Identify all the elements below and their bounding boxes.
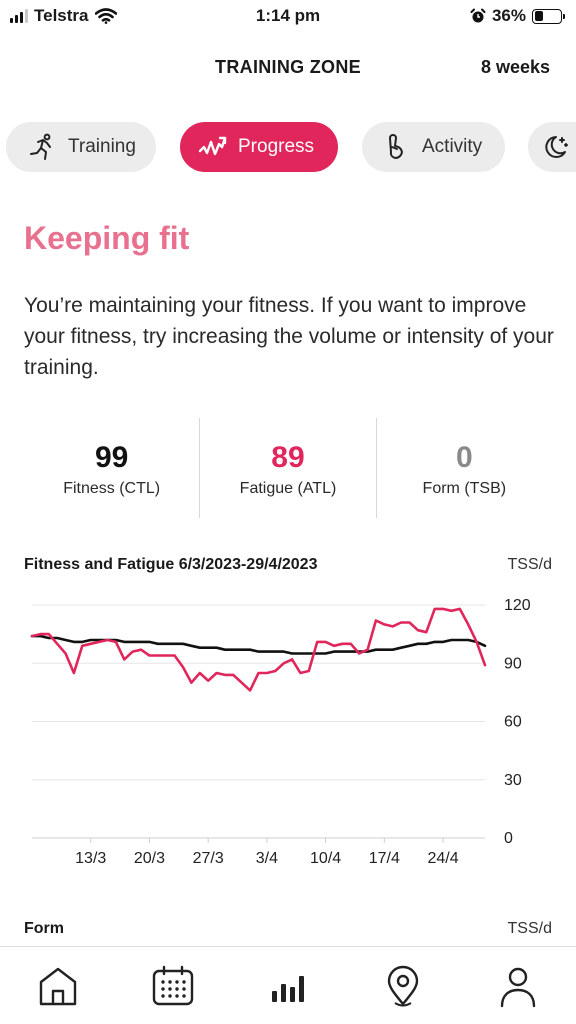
tab-sleep[interactable] <box>528 122 576 172</box>
trend-zigzag-icon <box>198 132 228 162</box>
metric-fatigue-label: Fatigue (ATL) <box>239 480 337 497</box>
bar-chart-icon <box>272 976 304 1002</box>
y-tick-label: 60 <box>504 714 522 731</box>
footprint-icon <box>382 132 412 162</box>
metric-form: 0 Form (TSB) <box>375 418 552 518</box>
metric-fitness-label: Fitness (CTL) <box>63 480 161 497</box>
tab-activity-label: Activity <box>422 136 483 157</box>
tab-bar: Training Progress Activity <box>0 122 576 172</box>
carrier-name: Telstra <box>34 6 89 25</box>
tab-training-label: Training <box>68 136 136 157</box>
clock-time: 1:14 pm <box>255 6 321 25</box>
y-tick-label: 90 <box>504 655 522 672</box>
home-icon <box>39 967 76 1006</box>
fatigue-series-line <box>30 607 487 692</box>
metric-form-label: Form (TSB) <box>422 480 507 497</box>
fitness-status-title: Keeping fit <box>24 220 190 256</box>
fitness-fatigue-chart[interactable]: 0 30 60 90 120 13/3 20/3 27/3 3/4 10/4 17/4 24/4 <box>0 590 576 880</box>
cellular-signal-icon <box>10 9 28 23</box>
battery-level <box>534 11 544 21</box>
chart-header: Fitness and Fatigue 6/3/2023-29/4/2023 T… <box>24 556 552 578</box>
chart-unit: TSS/d <box>507 556 552 573</box>
metric-fatigue: 89 Fatigue (ATL) <box>199 418 375 518</box>
x-tick-label: 27/3 <box>193 850 224 867</box>
person-icon <box>501 967 536 1008</box>
map-pin-icon <box>388 965 419 1007</box>
y-tick-label: 120 <box>504 597 531 614</box>
tab-training[interactable]: Training <box>6 122 156 172</box>
x-tick-label: 24/4 <box>427 850 458 867</box>
metrics-row: 99 Fitness (CTL) 89 Fatigue (ATL) 0 Form… <box>24 418 552 518</box>
nav-progress[interactable] <box>230 947 345 1024</box>
period-selector-button[interactable]: 8 weeks <box>480 57 550 77</box>
calendar-icon <box>152 965 193 1006</box>
y-tick-label: 0 <box>504 830 513 847</box>
wifi-icon <box>94 8 117 24</box>
form-chart-title: Form <box>24 920 64 937</box>
tab-progress-label: Progress <box>238 136 315 157</box>
x-tick-label: 3/4 <box>256 850 278 867</box>
form-chart-unit: TSS/d <box>507 920 552 937</box>
metric-form-value: 0 <box>455 441 473 474</box>
chart-title: Fitness and Fatigue 6/3/2023-29/4/2023 <box>24 556 318 573</box>
metric-fitness-value: 99 <box>94 441 129 474</box>
tab-activity[interactable]: Activity <box>362 122 505 172</box>
app-header: TRAINING ZONE 8 weeks <box>0 52 576 84</box>
page-title: TRAINING ZONE <box>215 57 361 77</box>
x-tick-label: 13/3 <box>75 850 106 867</box>
x-tick-label: 20/3 <box>134 850 165 867</box>
nav-home[interactable] <box>0 947 115 1024</box>
fitness-status-description: You’re maintaining your fitness. If you … <box>24 294 554 379</box>
form-chart-header: Form TSS/d <box>24 920 552 942</box>
bottom-nav <box>0 946 576 1024</box>
alarm-clock-icon <box>470 8 486 23</box>
status-bar: Telstra 1:14 pm 36% <box>0 0 576 34</box>
nav-profile[interactable] <box>461 947 576 1024</box>
nav-map[interactable] <box>346 947 461 1024</box>
running-person-icon <box>28 132 58 162</box>
metric-fitness: 99 Fitness (CTL) <box>24 418 199 518</box>
y-tick-label: 30 <box>504 772 522 789</box>
battery-icon <box>532 8 565 24</box>
x-tick-label: 10/4 <box>310 850 341 867</box>
metric-fatigue-value: 89 <box>271 441 305 474</box>
fitness-series-line <box>30 634 487 655</box>
status-bar-left: Telstra <box>10 6 117 26</box>
battery-percent: 36% <box>491 6 526 25</box>
tab-progress[interactable]: Progress <box>180 122 338 172</box>
nav-calendar[interactable] <box>115 947 230 1024</box>
x-tick-label: 17/4 <box>369 850 400 867</box>
moon-stars-icon <box>540 132 570 162</box>
status-bar-right: 36% <box>470 6 565 26</box>
